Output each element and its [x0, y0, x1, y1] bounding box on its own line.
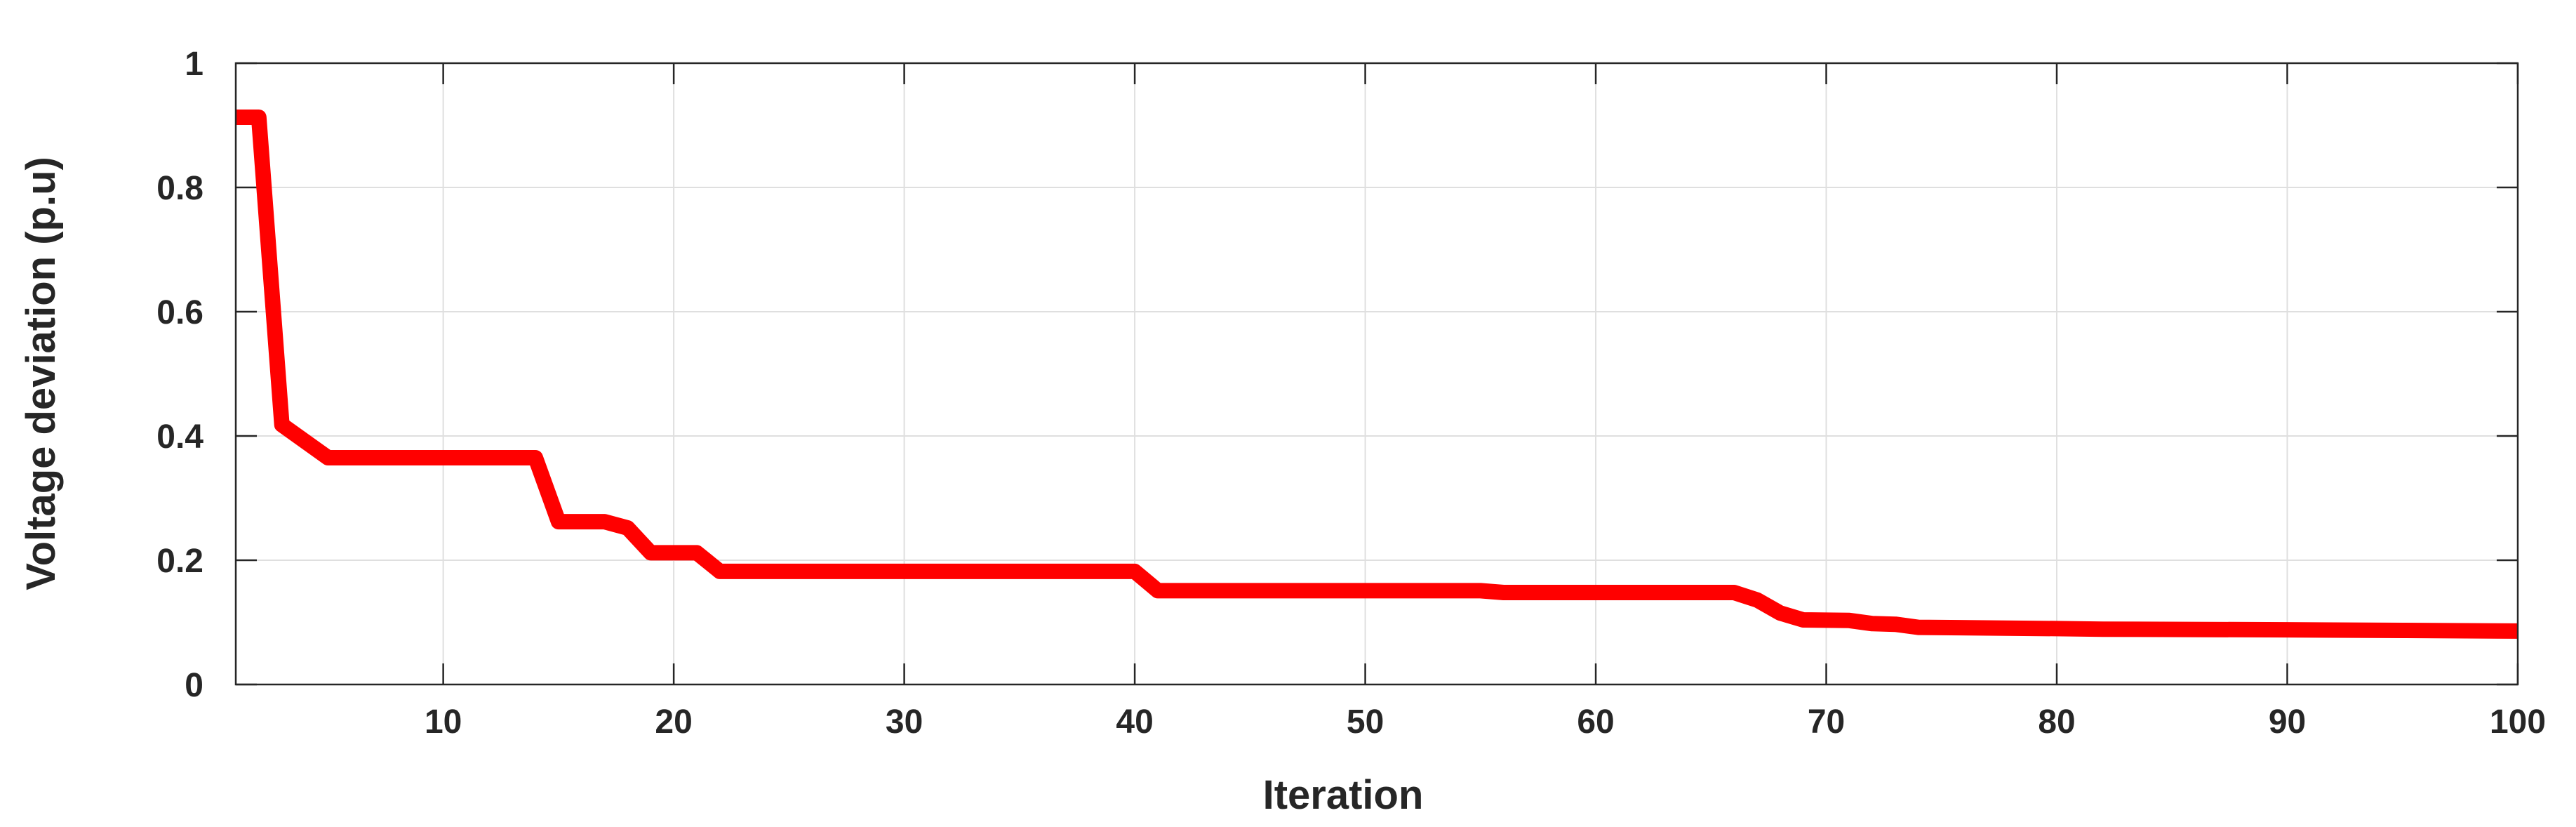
x-axis-label: Iteration: [1263, 772, 1424, 818]
y-tick-label: 0: [185, 667, 203, 704]
x-tick-labels: 10 20 30 40 50 60 70 80 90 100: [425, 703, 2546, 741]
x-tick-label: 30: [886, 703, 923, 741]
plot-area: [236, 63, 2518, 684]
x-tick-label: 60: [1577, 703, 1614, 741]
x-tick-label: 100: [2490, 703, 2546, 741]
x-tick-label: 90: [2269, 703, 2306, 741]
x-tick-label: 40: [1116, 703, 1153, 741]
y-tick-label: 0.2: [156, 543, 203, 580]
y-tick-label: 0.8: [156, 170, 203, 207]
x-tick-label: 20: [655, 703, 692, 741]
y-tick-labels: 0 0.2 0.4 0.6 0.8 1: [156, 46, 203, 704]
y-tick-label: 0.6: [156, 294, 203, 331]
y-axis-label: Voltage deviation (p.u): [18, 157, 64, 590]
x-tick-label: 70: [1808, 703, 1845, 741]
series-line: [236, 110, 2518, 639]
x-tick-label: 10: [425, 703, 462, 741]
x-tick-label: 50: [1347, 703, 1384, 741]
y-tick-label: 0.4: [156, 418, 203, 456]
y-tick-label: 1: [185, 46, 203, 83]
plot-frame: [234, 62, 2519, 686]
x-tick-label: 80: [2038, 703, 2075, 741]
